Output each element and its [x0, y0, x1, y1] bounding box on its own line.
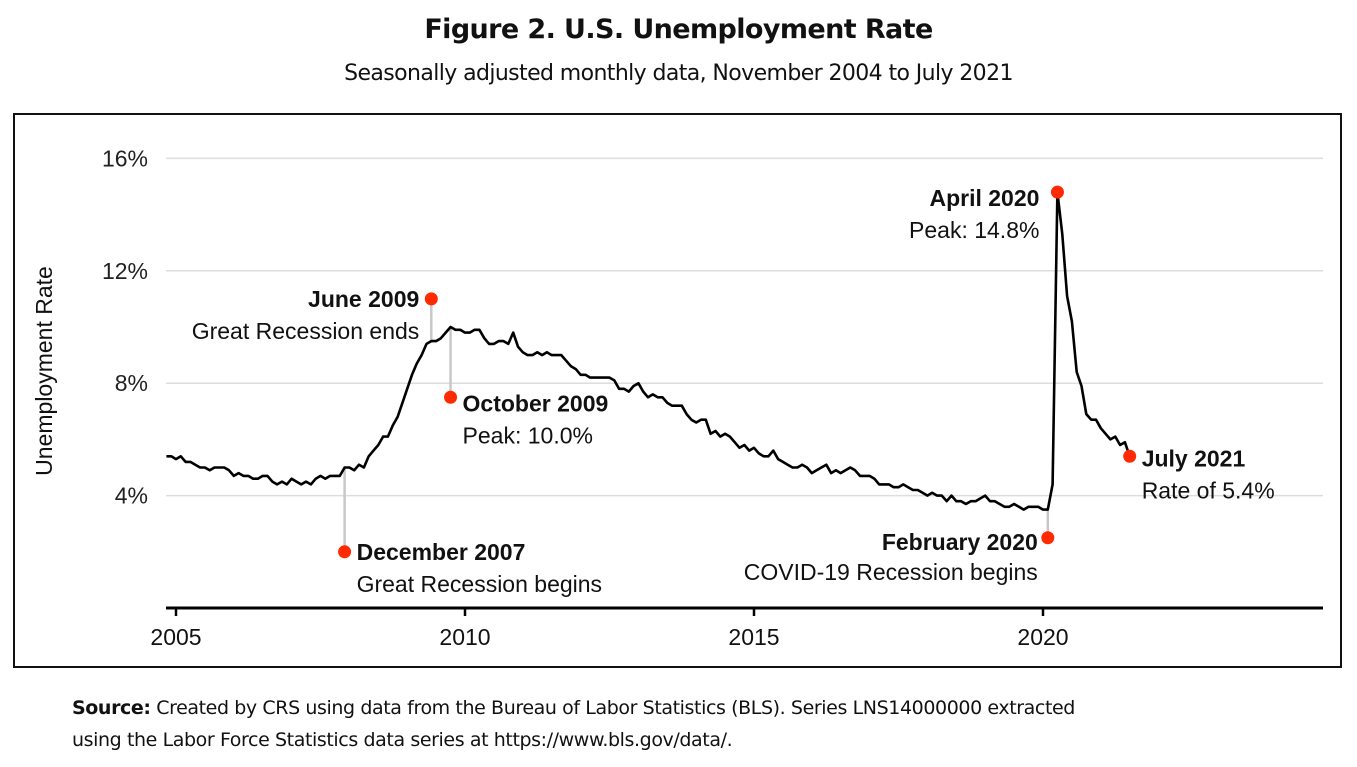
y-axis-ticks: 4% 8% 12% 16%	[102, 145, 148, 508]
annotation-title-dec-2007: December 2007	[357, 539, 526, 565]
marker-jun-2009	[424, 292, 438, 306]
y-tick-label: 12%	[102, 258, 148, 284]
y-axis-label: Unemployment Rate	[31, 266, 57, 476]
x-axis: 2005 2010 2015 2020	[150, 606, 1323, 650]
unemployment-rate-line	[166, 190, 1131, 511]
annotation-text-dec-2007: Great Recession begins	[357, 571, 602, 597]
figure-subtitle: Seasonally adjusted monthly data, Novemb…	[344, 61, 1013, 86]
x-tick-label: 2020	[1017, 624, 1068, 650]
annotation-text-apr-2020: Peak: 14.8%	[909, 217, 1039, 243]
annotation-markers	[338, 185, 1137, 559]
source-note: Source: Created by CRS using data from t…	[72, 692, 1342, 756]
y-tick-label: 8%	[115, 370, 148, 396]
annotation-labels: December 2007 Great Recession begins June …	[192, 185, 1275, 597]
figure-title: Figure 2. U.S. Unemployment Rate	[424, 14, 933, 45]
x-tick-label: 2005	[150, 624, 201, 650]
marker-dec-2007	[338, 545, 352, 559]
source-text-line1: Created by CRS using data from the Burea…	[156, 697, 1075, 719]
annotation-text-feb-2020: COVID-19 Recession begins	[744, 559, 1038, 585]
gridlines	[166, 157, 1323, 497]
marker-jul-2021	[1123, 449, 1137, 463]
marker-apr-2020	[1050, 185, 1064, 199]
annotation-text-jul-2021: Rate of 5.4%	[1142, 477, 1275, 503]
annotation-title-jul-2021: July 2021	[1142, 445, 1246, 471]
annotation-text-jun-2009: Great Recession ends	[192, 318, 420, 344]
annotation-leader-lines	[343, 298, 1050, 552]
annotation-title-feb-2020: February 2020	[882, 529, 1038, 555]
y-tick-label: 4%	[115, 483, 148, 509]
x-tick-label: 2015	[728, 624, 779, 650]
annotation-text-oct-2009: Peak: 10.0%	[463, 422, 593, 448]
annotation-title-apr-2020: April 2020	[929, 185, 1039, 211]
chart-frame	[13, 113, 1342, 668]
marker-oct-2009	[444, 390, 458, 404]
annotation-title-oct-2009: October 2009	[463, 390, 609, 416]
y-tick-label: 16%	[102, 145, 148, 171]
source-label: Source:	[72, 697, 151, 719]
x-tick-label: 2010	[439, 624, 490, 650]
marker-feb-2020	[1041, 531, 1055, 545]
annotation-title-jun-2009: June 2009	[308, 286, 419, 312]
source-text-line2: using the Labor Force Statistics data se…	[72, 729, 733, 751]
